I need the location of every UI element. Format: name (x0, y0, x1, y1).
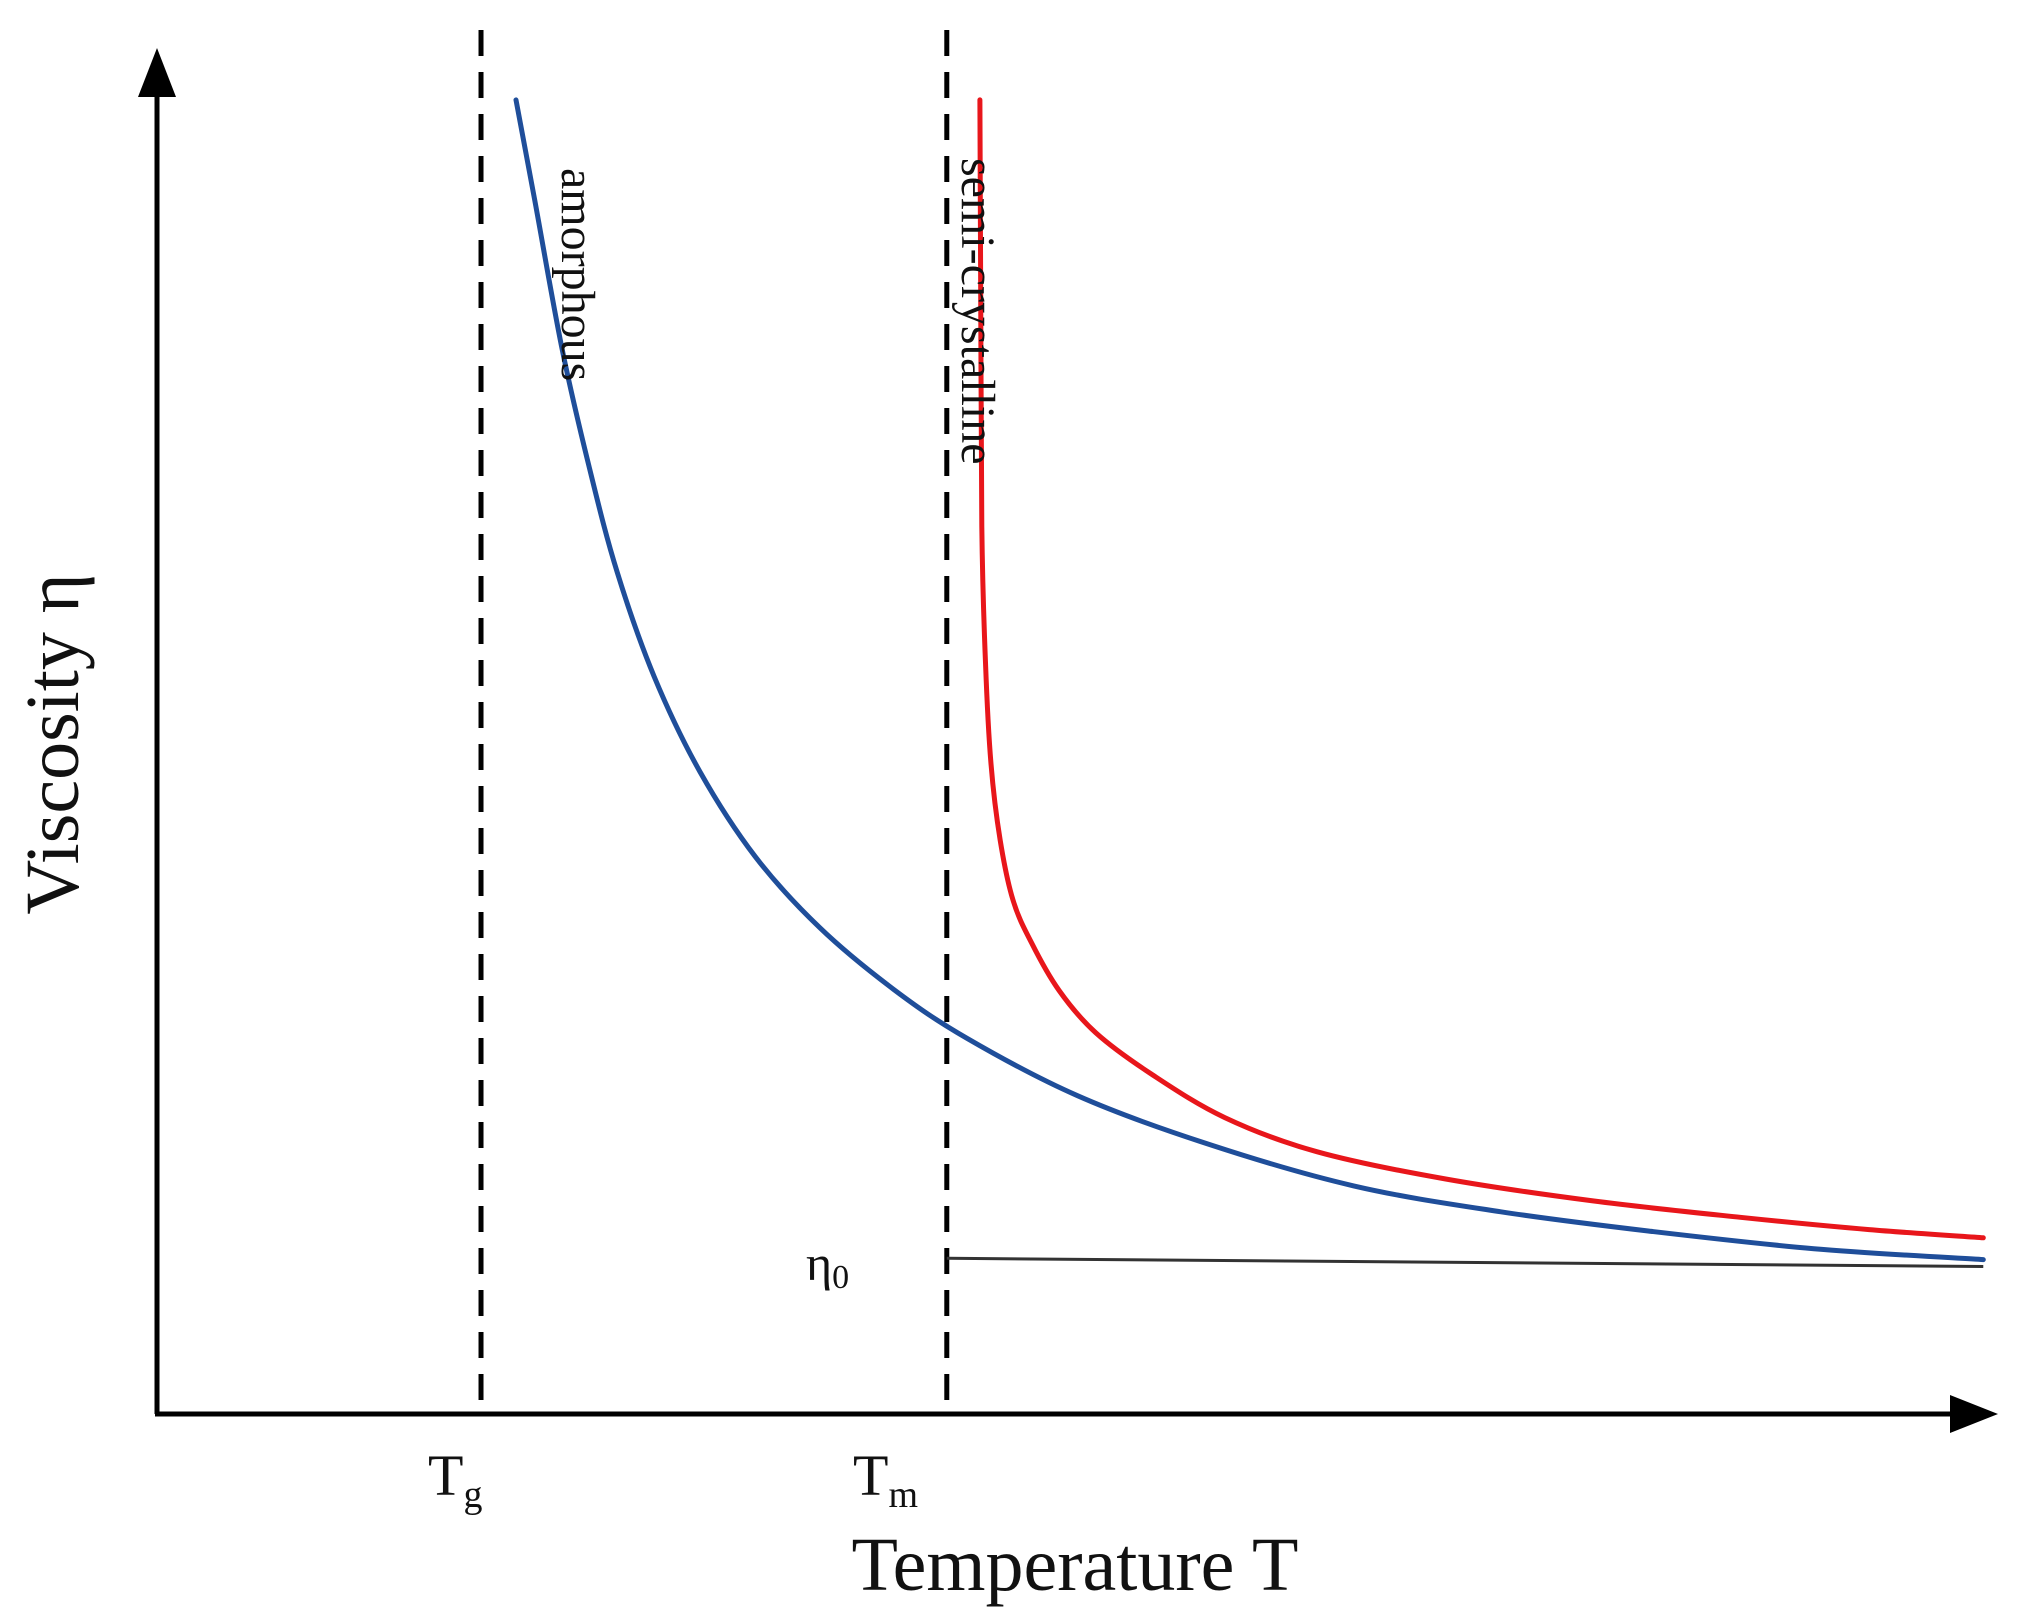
eta0-label: η0 (806, 1235, 849, 1296)
tm-tick-label: Tm (853, 1443, 918, 1516)
tm-tick-main: T (853, 1443, 888, 1508)
eta0-baseline (946, 1256, 1984, 1268)
tg-tick-label: Tg (428, 1443, 482, 1516)
y-axis-title: Viscosity η (11, 573, 95, 914)
y-axis-arrowhead (138, 48, 176, 97)
x-axis-arrowhead (1950, 1395, 1998, 1433)
tm-tick-sub: m (888, 1474, 918, 1516)
semi-crystalline-curve (977, 97, 1986, 1241)
amorphous-curve (513, 97, 1986, 1263)
tg-tick-main: T (428, 1443, 463, 1508)
amorphous-label: amorphous (551, 168, 604, 381)
semi-crystalline-label: semi-crystalline (951, 158, 1004, 465)
tg-tick-sub: g (463, 1474, 482, 1516)
eta0-label-sub: 0 (832, 1259, 849, 1296)
eta0-label-main: η (806, 1235, 832, 1291)
x-axis-title: Temperature T (852, 1523, 1299, 1607)
